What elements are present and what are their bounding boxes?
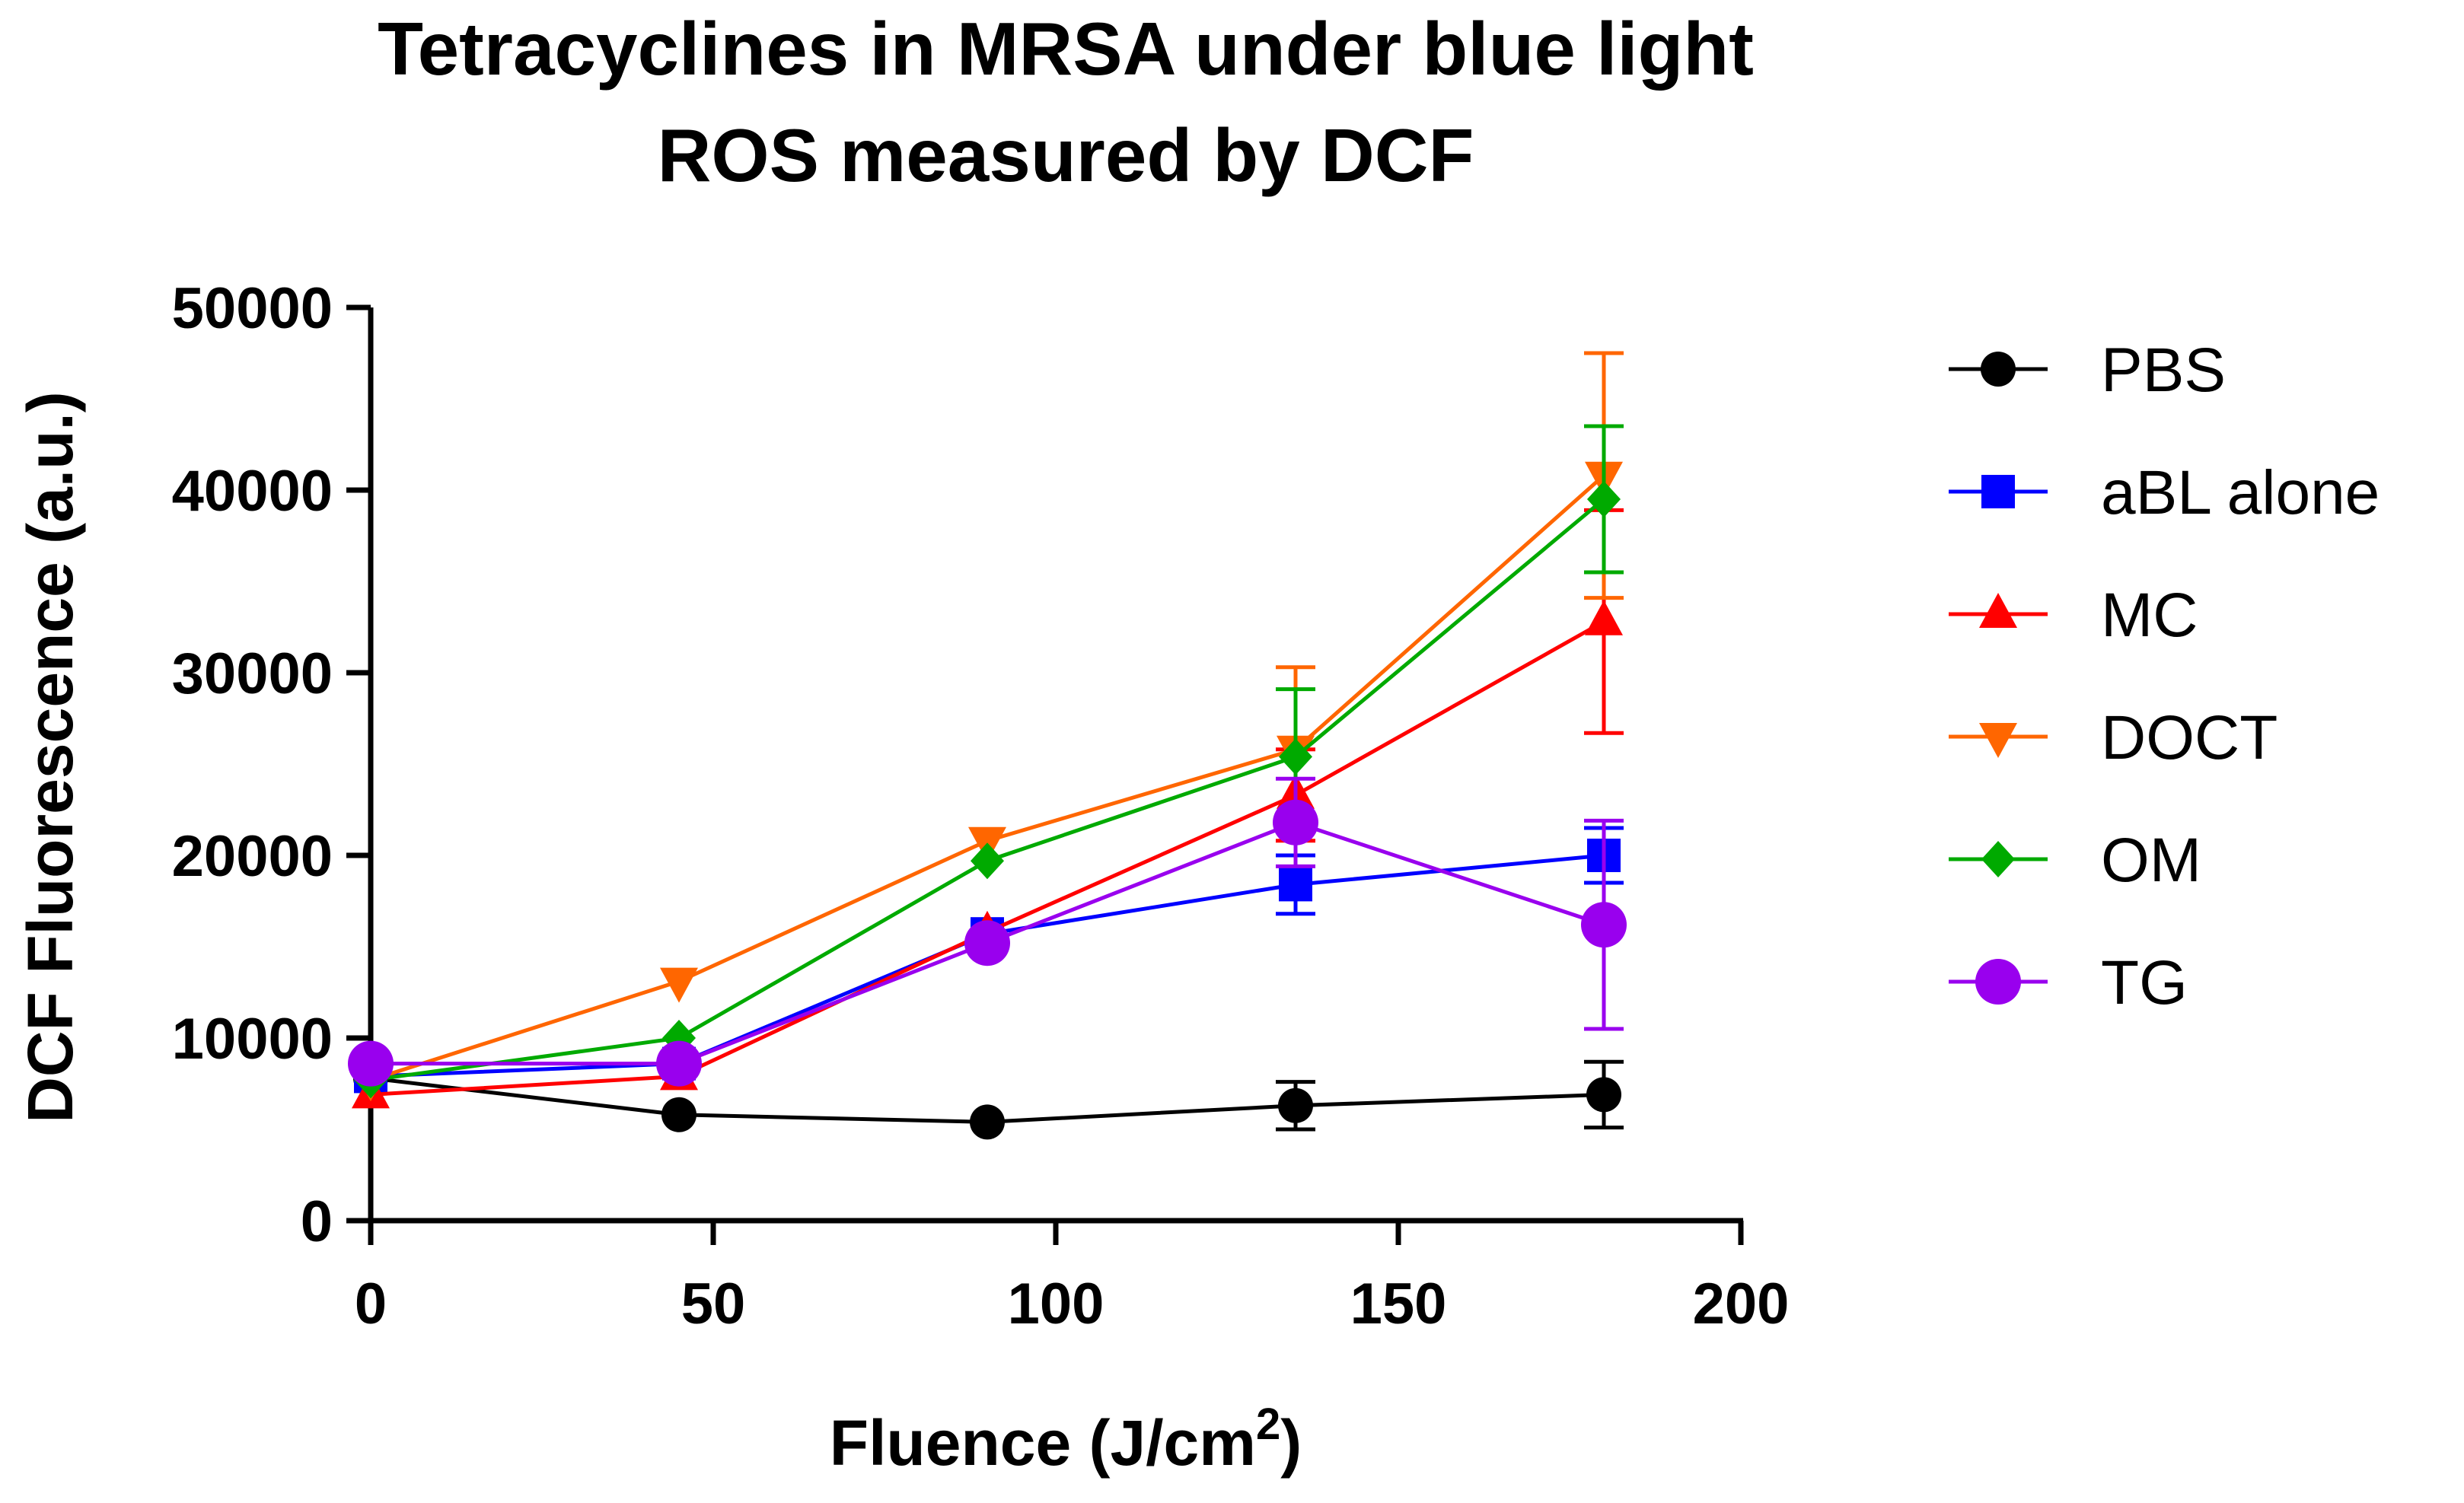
x-tick-label: 50 bbox=[681, 1272, 746, 1336]
legend-label: PBS bbox=[2101, 336, 2226, 405]
legend-marker bbox=[1979, 723, 2017, 758]
data-point bbox=[1587, 481, 1621, 517]
y-tick-label: 30000 bbox=[172, 642, 333, 706]
legend-marker bbox=[1981, 841, 2015, 877]
data-point bbox=[348, 1040, 394, 1087]
x-axis-label-main: Fluence (J/cm bbox=[830, 1407, 1256, 1479]
y-tick-label: 0 bbox=[301, 1189, 333, 1254]
legend-item-doct: DOCT bbox=[1949, 703, 2278, 772]
data-point bbox=[660, 967, 698, 1003]
x-axis-label-suffix: ) bbox=[1280, 1407, 1302, 1479]
legend-item-om: OM bbox=[1949, 826, 2201, 895]
legend-label: OM bbox=[2101, 826, 2201, 895]
data-point bbox=[1279, 868, 1312, 902]
series-mc bbox=[352, 508, 1624, 1109]
y-tick-label: 20000 bbox=[172, 824, 333, 889]
data-point bbox=[1586, 1077, 1621, 1113]
legend-marker bbox=[1979, 593, 2017, 628]
data-point bbox=[1585, 600, 1623, 635]
x-tick-label: 150 bbox=[1350, 1272, 1447, 1336]
data-point bbox=[656, 1040, 702, 1087]
y-tick-label: 50000 bbox=[172, 276, 333, 341]
chart-subtitle: ROS measured by DCF bbox=[658, 113, 1474, 197]
legend-marker bbox=[1981, 352, 2016, 387]
series-doct bbox=[352, 351, 1624, 1102]
x-tick-label: 100 bbox=[1008, 1272, 1104, 1336]
series-om bbox=[354, 424, 1624, 1099]
x-axis-label-superscript: 2 bbox=[1256, 1400, 1280, 1449]
series-line bbox=[370, 473, 1605, 1082]
y-tick-label: 10000 bbox=[172, 1007, 333, 1072]
x-tick-label: 200 bbox=[1693, 1272, 1790, 1336]
y-tick-label: 40000 bbox=[172, 459, 333, 524]
legend-item-pbs: PBS bbox=[1949, 336, 2226, 405]
data-point bbox=[964, 920, 1010, 966]
legend-label: DOCT bbox=[2101, 703, 2278, 772]
legend-label: TG bbox=[2101, 948, 2188, 1017]
legend-marker bbox=[1975, 959, 2021, 1005]
series-line bbox=[370, 498, 1605, 1082]
chart-title: Tetracyclines in MRSA under blue light bbox=[378, 7, 1754, 91]
axes: 0 10000 20000 30000 40000 50000 0 50 100 150 200 bbox=[172, 276, 1790, 1336]
x-tick-label: 0 bbox=[355, 1272, 387, 1336]
data-point bbox=[1278, 1087, 1313, 1123]
legend-item-abl-alone: aBL alone bbox=[1949, 458, 2380, 527]
y-axis-label: DCF Fluorescence (a.u.) bbox=[14, 391, 86, 1123]
legend-item-mc: MC bbox=[1949, 581, 2198, 650]
series-layer bbox=[348, 351, 1627, 1140]
legend-item-tg: TG bbox=[1949, 948, 2188, 1017]
data-point bbox=[1279, 738, 1312, 775]
legend: PBS aBL alone MC DOCT OM TG bbox=[1949, 336, 2380, 1017]
legend-label: MC bbox=[2101, 581, 2198, 650]
legend-marker bbox=[1981, 475, 2015, 508]
series-tg bbox=[348, 776, 1627, 1087]
legend-label: aBL alone bbox=[2101, 458, 2380, 527]
data-point bbox=[971, 842, 1004, 880]
x-axis-label: Fluence (J/cm2) bbox=[830, 1400, 1302, 1479]
series-pbs bbox=[353, 1059, 1624, 1140]
data-point bbox=[661, 1097, 696, 1132]
data-point bbox=[1273, 799, 1318, 845]
data-point bbox=[1581, 902, 1627, 948]
data-point bbox=[970, 1104, 1005, 1140]
